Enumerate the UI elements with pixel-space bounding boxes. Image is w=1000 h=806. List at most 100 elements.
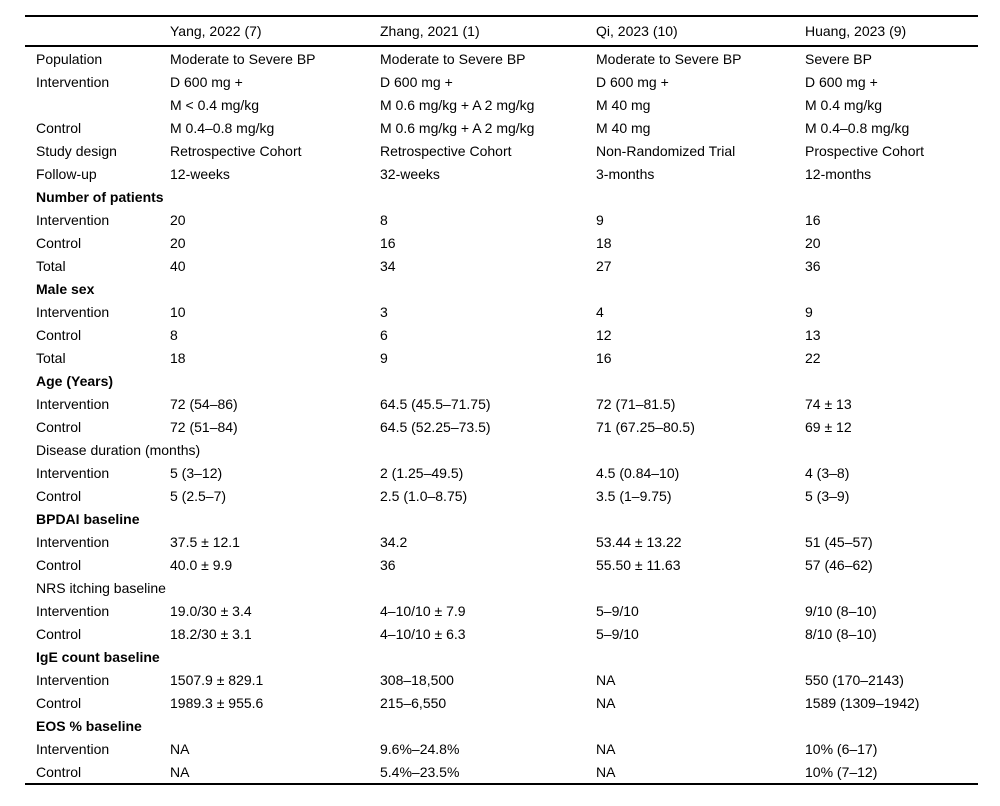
cell: 53.44 ± 13.22	[596, 533, 682, 550]
cell: 36	[380, 556, 396, 573]
row-label: Intervention	[36, 602, 110, 619]
cell: 12-weeks	[170, 165, 230, 182]
cell: M 40 mg	[596, 96, 651, 113]
section-label: Age (Years)	[36, 372, 114, 389]
cell: M 40 mg	[596, 119, 651, 136]
cell: M 0.4 mg/kg	[805, 96, 883, 113]
study-characteristics-table: Yang, 2022 (7) Zhang, 2021 (1) Qi, 2023 …	[25, 15, 978, 785]
row-label: Intervention	[36, 73, 110, 90]
table-row: Follow-up 12-weeks 32-weeks 3-months 12-mont…	[25, 162, 978, 185]
cell: 18.2/30 ± 3.1	[170, 625, 252, 642]
table-header: Yang, 2022 (7) Zhang, 2021 (1) Qi, 2023 …	[25, 16, 978, 47]
cell: 2.5 (1.0–8.75)	[380, 487, 468, 504]
table-row: Control NA 5.4%–23.5% NA 10% (7–12)	[25, 760, 978, 784]
cell: 4–10/10 ± 7.9	[380, 602, 466, 619]
cell: 3.5 (1–9.75)	[596, 487, 672, 504]
cell: 4–10/10 ± 6.3	[380, 625, 466, 642]
cell: 40.0 ± 9.9	[170, 556, 233, 573]
row-label: Intervention	[36, 303, 110, 320]
table-row: Age (Years)	[25, 369, 978, 392]
cell: 9	[380, 349, 388, 366]
table-row: Study design Retrospective Cohort Retrospe…	[25, 139, 978, 162]
table-row: Control 5 (2.5–7) 2.5 (1.0–8.75) 3.5 (1–9.7…	[25, 484, 978, 507]
cell: 71 (67.25–80.5)	[596, 418, 695, 435]
cell: 32-weeks	[380, 165, 440, 182]
section-label: BPDAI baseline	[36, 510, 140, 527]
cell: 5 (2.5–7)	[170, 487, 227, 504]
cell: NA	[596, 671, 616, 688]
section-label: Male sex	[36, 280, 95, 297]
table-row: Control 8 6 12 13	[25, 323, 978, 346]
row-label: Control	[36, 694, 82, 711]
cell: 4.5 (0.84–10)	[596, 464, 680, 481]
cell: 64.5 (52.25–73.5)	[380, 418, 491, 435]
cell: 12	[596, 326, 612, 343]
cell: 72 (51–84)	[170, 418, 238, 435]
cell: Moderate to Severe BP	[596, 50, 742, 67]
cell: 1989.3 ± 955.6	[170, 694, 264, 711]
cell: 2 (1.25–49.5)	[380, 464, 464, 481]
cell: 3-months	[596, 165, 655, 182]
table-row: Total 40 34 27 36	[25, 254, 978, 277]
row-label: Intervention	[36, 395, 110, 412]
cell: 5–9/10	[596, 602, 639, 619]
cell: 5.4%–23.5%	[380, 763, 460, 780]
row-label: Control	[36, 556, 82, 573]
cell: Severe BP	[805, 50, 872, 67]
cell: 10	[170, 303, 186, 320]
row-label: Control	[36, 234, 82, 251]
cell: 34.2	[380, 533, 408, 550]
cell: 9	[805, 303, 813, 320]
cell: 22	[805, 349, 821, 366]
row-label: Study design	[36, 142, 117, 159]
cell: 64.5 (45.5–71.75)	[380, 395, 491, 412]
cell: D 600 mg +	[170, 73, 243, 90]
cell: 4 (3–8)	[805, 464, 850, 481]
row-label: Control	[36, 763, 82, 780]
cell: 16	[805, 211, 821, 228]
row-label: Control	[36, 326, 82, 343]
cell: 16	[596, 349, 612, 366]
cell: 12-months	[805, 165, 872, 182]
table-row: Intervention 72 (54–86) 64.5 (45.5–71.75) 7…	[25, 392, 978, 415]
column-header-huang-2023: Huang, 2023 (9)	[805, 16, 978, 47]
cell: 550 (170–2143)	[805, 671, 904, 688]
cell: 8/10 (8–10)	[805, 625, 877, 642]
cell: 19.0/30 ± 3.4	[170, 602, 252, 619]
table-row: Population Moderate to Severe BP Moderate …	[25, 46, 978, 70]
table-row: IgE count baseline	[25, 645, 978, 668]
row-label: Intervention	[36, 211, 110, 228]
cell: 27	[596, 257, 612, 274]
table-row: M < 0.4 mg/kg M 0.6 mg/kg + A 2 mg/kg M 40…	[25, 93, 978, 116]
section-label: Number of patients	[36, 188, 164, 205]
table-row: Number of patients	[25, 185, 978, 208]
table-body: Population Moderate to Severe BP Moderate …	[25, 46, 978, 784]
cell: 9.6%–24.8%	[380, 740, 460, 757]
section-label: Disease duration (months)	[36, 441, 201, 458]
cell: 3	[380, 303, 388, 320]
cell: D 600 mg +	[805, 73, 878, 90]
cell: 9	[596, 211, 604, 228]
cell: M 0.4–0.8 mg/kg	[170, 119, 275, 136]
row-label	[25, 93, 170, 116]
row-label: Intervention	[36, 464, 110, 481]
cell: Prospective Cohort	[805, 142, 925, 159]
table-row: Control 72 (51–84) 64.5 (52.25–73.5) 71 (67…	[25, 415, 978, 438]
cell: M 0.6 mg/kg + A 2 mg/kg	[380, 119, 535, 136]
cell: M 0.6 mg/kg + A 2 mg/kg	[380, 96, 535, 113]
cell: M 0.4–0.8 mg/kg	[805, 119, 910, 136]
cell: 5–9/10	[596, 625, 639, 642]
cell: 20	[170, 234, 186, 251]
table-row: Intervention D 600 mg + D 600 mg + D 600 mg…	[25, 70, 978, 93]
table-row: Intervention 10 3 4 9	[25, 300, 978, 323]
header-row: Yang, 2022 (7) Zhang, 2021 (1) Qi, 2023 …	[25, 16, 978, 47]
cell: 10% (6–17)	[805, 740, 878, 757]
cell: 8	[170, 326, 178, 343]
cell: 8	[380, 211, 388, 228]
table-row: Intervention NA 9.6%–24.8% NA 10% (6–17)	[25, 737, 978, 760]
column-header-rowlabels	[25, 16, 170, 47]
cell: 55.50 ± 11.63	[596, 556, 681, 573]
column-header-yang-2022: Yang, 2022 (7)	[170, 16, 380, 47]
table-row: Control 20 16 18 20	[25, 231, 978, 254]
cell: 1589 (1309–1942)	[805, 694, 920, 711]
